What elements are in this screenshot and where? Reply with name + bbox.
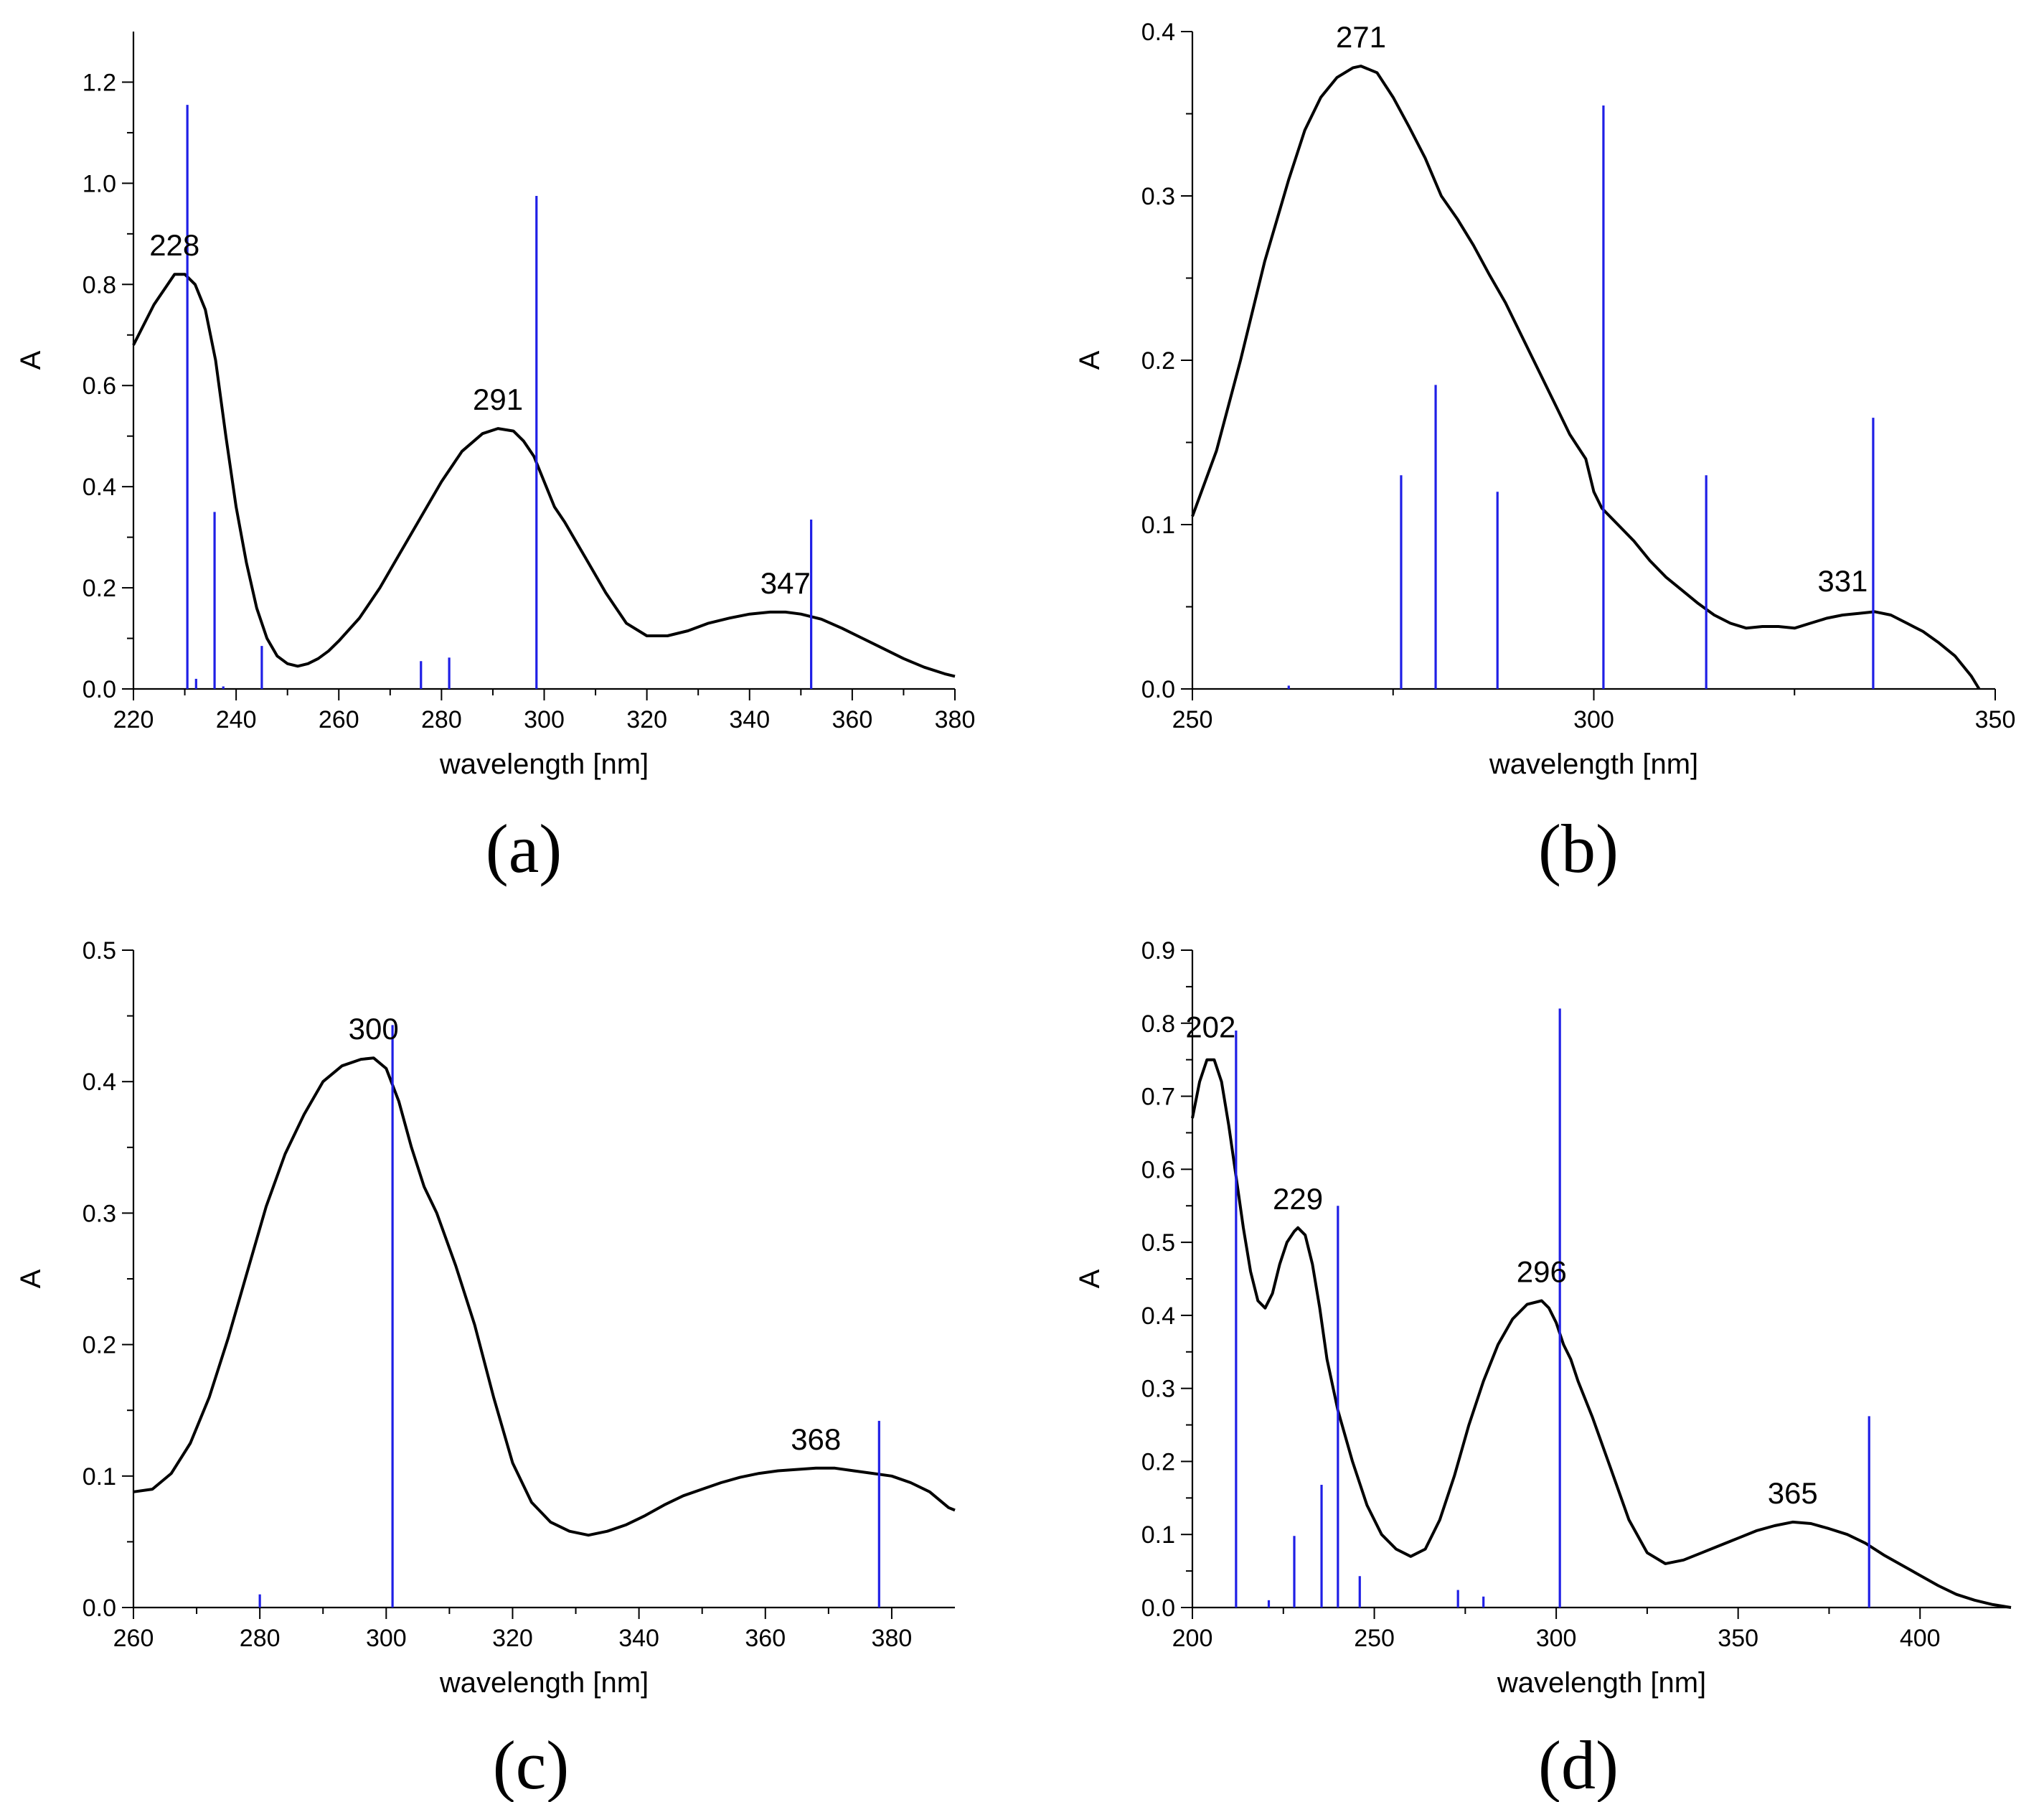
x-tick-label: 360 bbox=[832, 706, 873, 733]
peak-label: 291 bbox=[473, 383, 523, 416]
y-tick-label: 0.4 bbox=[83, 1069, 116, 1096]
spectrum-line bbox=[133, 1056, 956, 1537]
x-tick-label: 380 bbox=[935, 706, 976, 733]
y-tick-label: 0.2 bbox=[83, 1332, 116, 1359]
y-tick-label: 0.0 bbox=[1141, 676, 1175, 703]
x-tick-label: 300 bbox=[524, 706, 565, 733]
spectrum-line bbox=[132, 273, 956, 678]
x-axis-label: wavelength [nm] bbox=[1497, 1667, 1706, 1699]
x-tick-label: 340 bbox=[618, 1625, 659, 1652]
x-tick-label: 260 bbox=[113, 1625, 154, 1652]
y-tick-label: 1.0 bbox=[83, 170, 116, 197]
y-tick-label: 0.1 bbox=[1141, 1521, 1175, 1549]
y-axis-label: A bbox=[15, 350, 47, 370]
peak-label: 229 bbox=[1273, 1182, 1323, 1216]
y-tick-label: 0.9 bbox=[1141, 937, 1175, 965]
y-tick-label: 0.0 bbox=[1141, 1595, 1175, 1622]
y-tick-label: 1.2 bbox=[83, 69, 116, 96]
y-tick-label: 0.3 bbox=[1141, 183, 1175, 210]
x-tick-label: 200 bbox=[1172, 1625, 1213, 1652]
y-tick-label: 0.1 bbox=[1141, 512, 1175, 539]
x-tick-label: 400 bbox=[1900, 1625, 1941, 1652]
y-tick-label: 0.0 bbox=[83, 676, 116, 703]
x-tick-label: 320 bbox=[492, 1625, 533, 1652]
x-tick-label: 300 bbox=[366, 1625, 407, 1652]
y-tick-label: 0.0 bbox=[83, 1595, 116, 1622]
spectrum-line bbox=[1191, 1058, 2012, 1609]
x-tick-label: 280 bbox=[240, 1625, 281, 1652]
y-tick-label: 0.1 bbox=[83, 1463, 116, 1491]
peak-label: 228 bbox=[149, 228, 199, 262]
y-tick-label: 0.5 bbox=[1141, 1229, 1175, 1257]
x-tick-label: 320 bbox=[626, 706, 667, 733]
y-tick-label: 0.4 bbox=[83, 474, 116, 501]
y-tick-label: 0.2 bbox=[1141, 1448, 1175, 1475]
x-tick-label: 360 bbox=[745, 1625, 786, 1652]
x-tick-label: 250 bbox=[1354, 1625, 1395, 1652]
peak-label: 368 bbox=[791, 1422, 841, 1456]
panel-letter: (b) bbox=[1538, 810, 1619, 887]
y-tick-label: 0.7 bbox=[1141, 1084, 1175, 1111]
y-tick-label: 0.8 bbox=[1141, 1010, 1175, 1038]
x-tick-label: 300 bbox=[1573, 706, 1614, 733]
peak-label: 347 bbox=[760, 566, 811, 600]
y-axis-label: A bbox=[15, 1269, 47, 1288]
y-axis-label: A bbox=[1074, 1269, 1106, 1288]
y-tick-label: 0.6 bbox=[83, 372, 116, 400]
x-tick-label: 250 bbox=[1172, 706, 1213, 733]
x-tick-label: 260 bbox=[319, 706, 359, 733]
x-tick-label: 350 bbox=[1718, 1625, 1758, 1652]
x-tick-label: 340 bbox=[729, 706, 770, 733]
y-tick-label: 0.3 bbox=[1141, 1376, 1175, 1403]
peak-label: 202 bbox=[1185, 1010, 1235, 1044]
peak-label: 331 bbox=[1817, 564, 1868, 598]
x-tick-label: 280 bbox=[421, 706, 462, 733]
chart-panel-3: 0.0 0.1 0.2 0.3 0.4 0.5 260 280 300 320 340 360 380 w… bbox=[15, 937, 956, 1802]
x-axis-label: wavelength [nm] bbox=[439, 1667, 649, 1699]
y-tick-label: 0.6 bbox=[1141, 1156, 1175, 1183]
panel-letter: (c) bbox=[493, 1727, 570, 1802]
y-tick-label: 0.8 bbox=[83, 271, 116, 299]
chart-panel-4: 0.0 0.1 0.2 0.3 0.4 0.5 0.6 0.7 0.8 0.9 200 250 300 3… bbox=[1074, 937, 2012, 1802]
peak-label: 271 bbox=[1336, 20, 1386, 54]
peak-label: 296 bbox=[1517, 1255, 1567, 1289]
x-tick-label: 350 bbox=[1975, 706, 2016, 733]
y-tick-label: 0.2 bbox=[83, 575, 116, 602]
chart-panel-2: 0.0 0.1 0.2 0.3 0.4 250 300 350 wavelength [nm] A… bbox=[1074, 19, 2015, 887]
peak-label: 365 bbox=[1768, 1476, 1818, 1510]
peak-label: 300 bbox=[349, 1012, 399, 1046]
y-tick-label: 0.4 bbox=[1141, 19, 1175, 46]
panel-letter: (d) bbox=[1538, 1727, 1619, 1802]
panel-letter: (a) bbox=[486, 810, 562, 887]
y-tick-label: 0.3 bbox=[83, 1200, 116, 1227]
y-tick-label: 0.2 bbox=[1141, 347, 1175, 375]
x-axis-label: wavelength [nm] bbox=[1489, 749, 1698, 780]
x-tick-label: 300 bbox=[1536, 1625, 1577, 1652]
chart-panel-1: 0.0 0.2 0.4 0.6 0.8 1.0 1.2 220 240 260 280 300 320 3… bbox=[15, 32, 975, 887]
x-axis-label: wavelength [nm] bbox=[439, 749, 649, 780]
y-tick-label: 0.5 bbox=[83, 937, 116, 965]
y-tick-label: 0.4 bbox=[1141, 1303, 1175, 1330]
x-tick-label: 380 bbox=[872, 1625, 913, 1652]
spectrum-line bbox=[1191, 65, 1981, 690]
x-tick-label: 240 bbox=[216, 706, 257, 733]
y-axis-label: A bbox=[1074, 350, 1106, 370]
x-tick-label: 220 bbox=[113, 706, 154, 733]
